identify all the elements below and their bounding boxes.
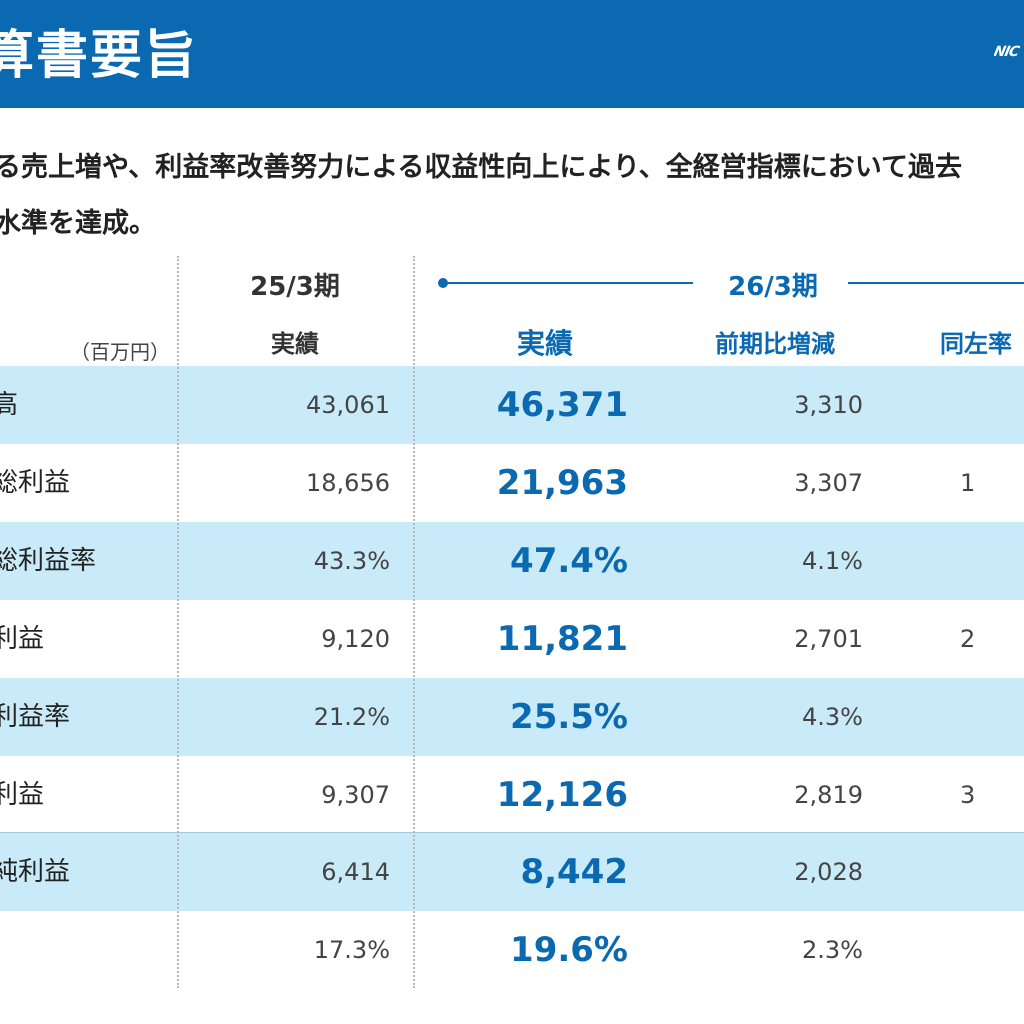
prev-actual-value: 17.3% — [313, 936, 390, 964]
yoy-diff-value: 3,310 — [794, 391, 863, 419]
yoy-rate-value: 2 — [960, 625, 976, 653]
current-actual-value: 11,821 — [496, 619, 628, 659]
header-bar: 算書要旨 NIC — [0, 0, 1024, 108]
row-label: 利益 — [0, 780, 45, 810]
yoy-diff-value: 2,701 — [794, 625, 863, 653]
prev-actual-value: 21.2% — [313, 703, 390, 731]
row-label: 総利益 — [0, 468, 71, 498]
row-label: 高 — [0, 390, 19, 420]
company-logo: NIC — [994, 44, 1024, 64]
yoy-rate-value: 1 — [960, 469, 976, 497]
yoy-rate-value — [960, 911, 1024, 989]
table-row: 純利益 6,414 8,442 2,028 — [0, 833, 1024, 911]
yoy-rate-value — [960, 366, 1024, 444]
yoy-diff-value: 2,819 — [794, 781, 863, 809]
row-divider — [0, 832, 1024, 833]
column-divider — [177, 256, 179, 988]
period-current: 26/3期 — [728, 272, 818, 302]
current-actual-value: 46,371 — [496, 385, 628, 425]
table-row: 高 43,061 46,371 3,310 — [0, 366, 1024, 444]
unit-label: （百万円） — [70, 340, 170, 364]
col-header-yoy-diff: 前期比増減 — [715, 330, 835, 358]
col-header-yoy-rate: 同左率 — [940, 330, 1012, 358]
col-header-current-actual: 実績 — [516, 327, 573, 360]
prev-actual-value: 9,307 — [321, 781, 390, 809]
summary-line-1: る売上増や、利益率改善努力による収益性向上により、全経営指標において過去 — [0, 152, 962, 183]
table-row: 総利益 18,656 21,963 3,307 1 — [0, 444, 1024, 522]
row-label: 総利益率 — [0, 546, 97, 576]
column-divider — [413, 256, 415, 988]
yoy-diff-value: 4.1% — [802, 547, 863, 575]
current-actual-value: 25.5% — [510, 697, 628, 737]
prev-actual-value: 43.3% — [313, 547, 390, 575]
table-row: 利益率 21.2% 25.5% 4.3% — [0, 678, 1024, 756]
summary-line-2: 水準を達成。 — [0, 208, 156, 239]
prev-actual-value: 18,656 — [306, 469, 390, 497]
current-actual-value: 12,126 — [496, 775, 628, 815]
row-label: 利益 — [0, 624, 45, 654]
period-line — [443, 282, 693, 284]
table-row: 17.3% 19.6% 2.3% — [0, 911, 1024, 989]
page-title: 算書要旨 — [0, 26, 199, 86]
prev-actual-value: 9,120 — [321, 625, 390, 653]
current-actual-value: 21,963 — [496, 463, 628, 503]
yoy-diff-value: 4.3% — [802, 703, 863, 731]
yoy-diff-value: 2,028 — [794, 858, 863, 886]
yoy-diff-value: 2.3% — [802, 936, 863, 964]
current-actual-value: 47.4% — [510, 541, 628, 581]
yoy-rate-value — [960, 522, 1024, 600]
table-row: 利益 9,307 12,126 2,819 3 — [0, 756, 1024, 834]
logo-text: NIC — [994, 44, 1020, 60]
yoy-diff-value: 3,307 — [794, 469, 863, 497]
yoy-rate-value — [960, 833, 1024, 911]
yoy-rate-value: 3 — [960, 781, 976, 809]
period-line — [848, 282, 1024, 284]
row-label: 純利益 — [0, 857, 71, 887]
yoy-rate-value — [960, 678, 1024, 756]
col-header-prev-actual: 実績 — [271, 330, 319, 358]
table-row: 総利益率 43.3% 47.4% 4.1% — [0, 522, 1024, 600]
prev-actual-value: 43,061 — [306, 391, 390, 419]
summary-text: る売上増や、利益率改善努力による収益性向上により、全経営指標において過去 水準を… — [0, 140, 1024, 252]
current-actual-value: 19.6% — [510, 930, 628, 970]
current-actual-value: 8,442 — [520, 852, 628, 892]
prev-actual-value: 6,414 — [321, 858, 390, 886]
row-label: 利益率 — [0, 702, 71, 732]
period-previous: 25/3期 — [250, 272, 340, 302]
table-row: 利益 9,120 11,821 2,701 2 — [0, 600, 1024, 678]
